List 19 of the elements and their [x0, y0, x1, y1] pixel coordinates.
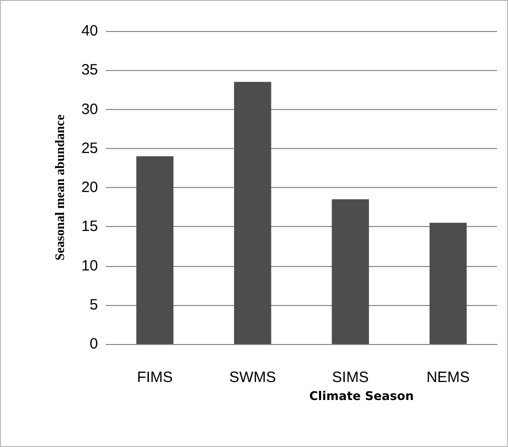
y-tick-label: 30 — [81, 100, 98, 118]
bar — [136, 156, 174, 344]
y-tick-label: 20 — [81, 179, 98, 196]
y-tick-label: 35 — [81, 62, 98, 79]
x-tick-label: NEMS — [426, 369, 470, 386]
y-tick-label: 25 — [81, 140, 98, 157]
y-tick-label: 0 — [90, 336, 98, 352]
x-tick-label: SWMS — [229, 369, 276, 386]
y-tick-label: 10 — [81, 257, 98, 274]
x-axis-title: Climate Season — [309, 388, 414, 403]
y-tick-label: 15 — [81, 218, 98, 236]
bar — [430, 222, 467, 344]
x-tick-label: FIMS — [136, 369, 173, 386]
bar — [234, 82, 272, 344]
bar — [332, 199, 369, 344]
x-tick-label: SIMS — [332, 369, 369, 386]
y-tick-label: 40 — [81, 22, 98, 40]
y-axis-title: Seasonal mean abundance — [52, 114, 67, 260]
y-tick-label: 5 — [90, 296, 98, 314]
